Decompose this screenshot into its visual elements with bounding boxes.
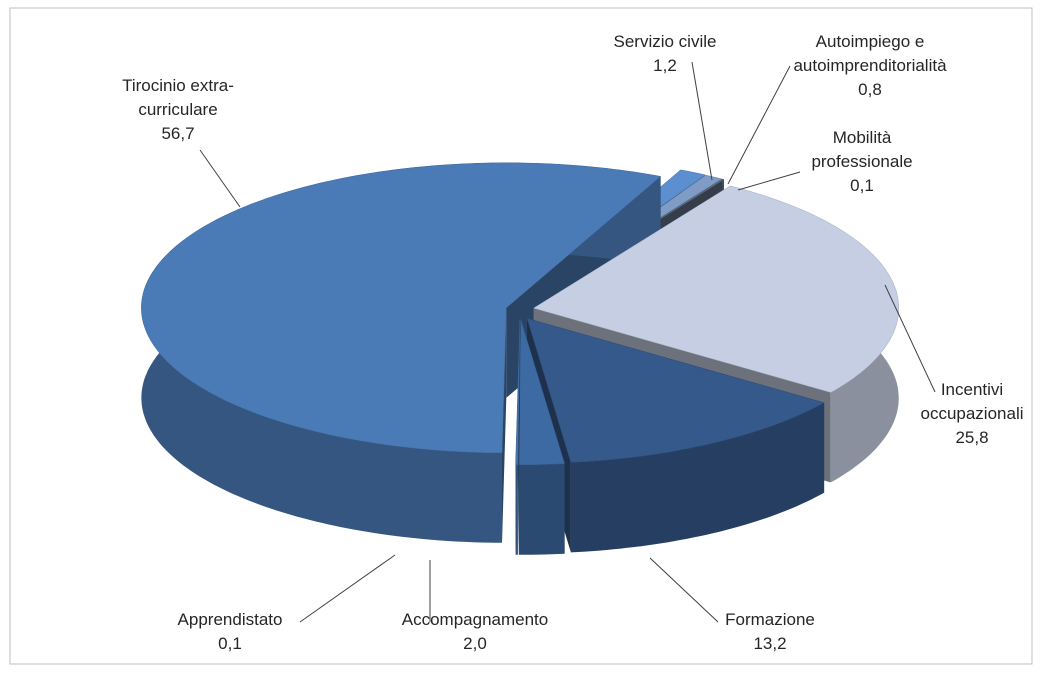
- value-label: 56,7: [161, 124, 195, 143]
- slice: [515, 319, 521, 466]
- value-label: 13,2: [753, 634, 787, 653]
- slice: [141, 162, 662, 454]
- data-label: Autoimpiego e autoimprenditorialità 0,8: [770, 30, 970, 102]
- data-label: Servizio civile 1,2: [590, 30, 740, 78]
- data-label: Formazione 13,2: [705, 608, 835, 656]
- slice-side: [502, 307, 507, 543]
- category: Formazione: [725, 610, 815, 629]
- category: Incentivi occupazionali: [920, 380, 1024, 423]
- category: Servizio civile: [613, 32, 717, 51]
- leader-line: [299, 554, 396, 623]
- leader-line: [199, 149, 241, 208]
- data-label: Tirocinio extra-curriculare 56,7: [93, 74, 263, 146]
- slice-wall: [515, 464, 518, 555]
- value-label: 0,1: [218, 634, 242, 653]
- data-label: Accompagnamento 2,0: [385, 608, 565, 656]
- category: Autoimpiego e autoimprenditorialità: [793, 32, 947, 75]
- slice: [518, 319, 565, 466]
- leader-line: [691, 61, 713, 181]
- leader-line: [737, 171, 801, 191]
- value-label: 1,2: [653, 56, 677, 75]
- leader-line: [649, 557, 719, 623]
- data-label: Apprendistato 0,1: [155, 608, 305, 656]
- category: Apprendistato: [177, 610, 283, 629]
- value-label: 2,0: [463, 634, 487, 653]
- value-label: 0,1: [850, 176, 874, 195]
- data-label: Incentivi occupazionali 25,8: [907, 378, 1037, 450]
- category: Accompagnamento: [401, 610, 549, 629]
- value-label: 0,8: [858, 80, 882, 99]
- frame: [9, 7, 1033, 665]
- category: Mobilità professionale: [811, 128, 913, 171]
- slice-wall: [518, 463, 565, 555]
- slice-wall: [570, 402, 825, 553]
- data-label: Mobilità professionale 0,1: [797, 126, 927, 198]
- category: Tirocinio extra-curriculare: [122, 76, 234, 119]
- slice: [533, 185, 899, 393]
- slice: [526, 318, 825, 463]
- value-label: 25,8: [955, 428, 989, 447]
- leader-line: [884, 284, 936, 393]
- leader-line: [727, 65, 791, 185]
